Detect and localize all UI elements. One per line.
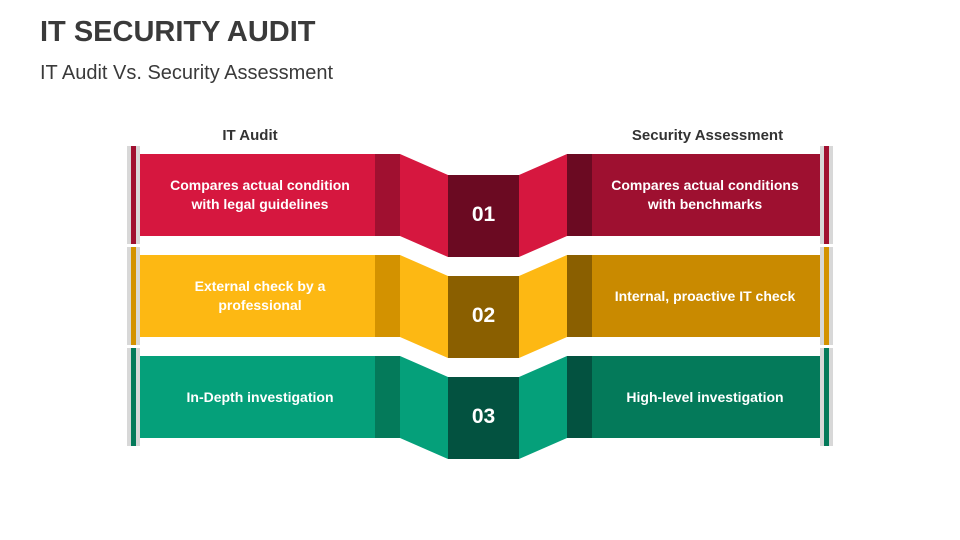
right-fold-strip [567, 255, 592, 337]
it-audit-text: In-Depth investigation [186, 388, 334, 405]
right-band [592, 255, 820, 337]
number-box [448, 175, 519, 257]
row-number: 01 [471, 203, 496, 226]
right-fold-panel [519, 356, 567, 459]
number-box [448, 377, 519, 459]
security-assessment-text: Internal, proactive IT check [614, 287, 796, 304]
right-end-cap-shade [824, 348, 829, 446]
right-band [592, 356, 820, 438]
right-band [592, 154, 820, 236]
left-band [140, 154, 375, 236]
right-fold-panel [519, 255, 567, 358]
it-audit-text: Compares actual condition with legal gui… [170, 177, 350, 212]
left-fold-panel [400, 255, 448, 358]
left-band [140, 255, 375, 337]
row-number: 02 [471, 304, 496, 327]
left-end-cap-shade [131, 348, 136, 446]
it-audit-text: External check by a professional [194, 278, 326, 313]
number-box [448, 276, 519, 358]
left-band [140, 356, 375, 438]
security-assessment-text: Compares actual conditions with benchmar… [611, 177, 799, 212]
security-assessment-text: High-level investigation [626, 388, 784, 405]
left-end-cap-shade [131, 146, 136, 244]
right-end-cap-shade [824, 146, 829, 244]
left-fold-panel [400, 356, 448, 459]
left-fold-strip [375, 154, 400, 236]
header-security-assessment: Security Assessment [631, 127, 784, 144]
left-end-cap-shade [131, 247, 136, 345]
right-fold-strip [567, 154, 592, 236]
page-title: IT SECURITY AUDIT [40, 16, 316, 48]
right-fold-panel [519, 154, 567, 257]
right-end-cap-shade [824, 247, 829, 345]
page-subtitle: IT Audit Vs. Security Assessment [40, 62, 334, 84]
left-fold-strip [375, 255, 400, 337]
header-it-audit: IT Audit [222, 127, 278, 144]
row-number: 03 [471, 405, 496, 428]
left-fold-strip [375, 356, 400, 438]
right-fold-strip [567, 356, 592, 438]
left-fold-panel [400, 154, 448, 257]
